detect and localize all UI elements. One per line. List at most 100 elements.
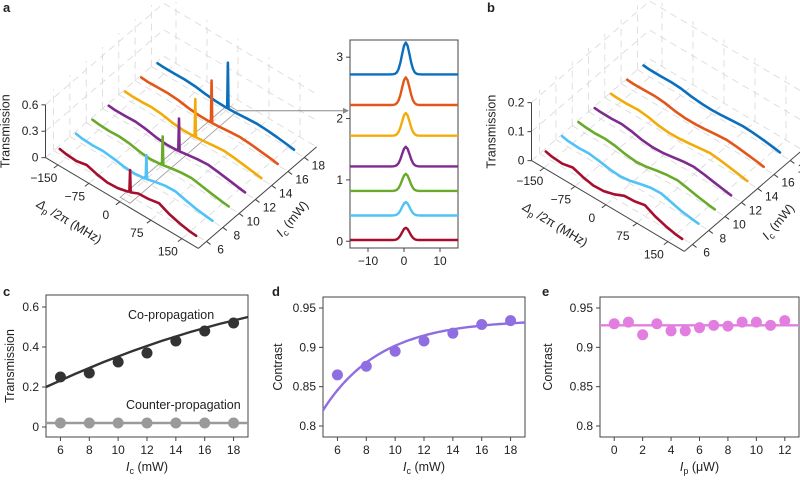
grid-line (539, 153, 693, 245)
ic-tick-label: 18 (312, 158, 326, 172)
axis-label-subscript: p (40, 206, 49, 217)
data-point (112, 356, 124, 368)
x-tick-label: 14 (446, 443, 460, 457)
grid-line (571, 125, 726, 217)
grid-line (45, 55, 317, 158)
axis-label-subscript: p (526, 209, 535, 220)
data-point (141, 417, 153, 429)
y-tick-label: 0.85 (293, 380, 317, 394)
data-point (199, 325, 211, 337)
tick-mark (790, 160, 795, 164)
panel-label: b (487, 0, 495, 15)
x-tick-label: 14 (169, 443, 183, 457)
tick-mark (146, 219, 152, 224)
ic-tick-label: 6 (703, 245, 710, 259)
data-point (447, 327, 459, 339)
panel-label: a (3, 0, 11, 15)
tick-mark (708, 230, 714, 234)
ic-tick-label: 18 (798, 161, 800, 175)
ic-tick-label: 14 (765, 189, 779, 203)
inset-curve (350, 226, 458, 242)
x-axis-label: Ic (mW) (403, 460, 445, 476)
inset-curve (350, 111, 458, 137)
grid-line (604, 97, 758, 189)
series-label: Co-propagation (128, 308, 214, 322)
y-tick-label: 0.95 (293, 301, 317, 315)
curve-ic-12 (107, 104, 247, 194)
t-tick-label: 0 (518, 154, 525, 168)
tick-mark (222, 227, 228, 231)
curve-ic-14 (609, 92, 749, 183)
y-tick-label: 1 (336, 173, 343, 187)
data-point (622, 316, 634, 328)
ic-tick-label: 14 (279, 186, 293, 200)
axis-label-symbol: I (403, 460, 407, 474)
ic-tick-label: 10 (732, 217, 746, 231)
curve-ic-6 (544, 150, 684, 241)
grid-line (531, 0, 800, 103)
x-tick-label: 6 (57, 443, 64, 457)
x-tick-label: 10 (750, 443, 764, 457)
grid-line (57, 63, 177, 166)
t-tick-label: 0.6 (22, 98, 39, 112)
data-point (708, 319, 720, 331)
t-tick-label: 0 (32, 151, 39, 165)
y-tick-label: 0.9 (576, 340, 593, 354)
x-tick-label: 10 (433, 254, 447, 268)
curve-ic-18 (642, 64, 782, 154)
panel-a (41, 1, 349, 249)
transmission-axis-label: Transmission (0, 94, 12, 168)
panel-e (596, 296, 800, 441)
x-tick-label: 16 (475, 443, 489, 457)
axis-label-rest: (mW) (279, 198, 312, 233)
grid-line (574, 84, 694, 187)
inset-curve (350, 172, 458, 193)
data-point (83, 417, 95, 429)
data-point (505, 315, 517, 327)
transmission-axis-label: Transmission (484, 95, 498, 169)
y-tick-label: 2 (336, 112, 343, 126)
detuning-axis (45, 157, 199, 249)
axis-label-rest: (μW) (688, 460, 719, 474)
plot-frame (322, 296, 526, 438)
data-point (665, 325, 677, 337)
fit-line (45, 315, 249, 389)
inset-curve (350, 76, 458, 107)
axis-label-subscript: c (129, 466, 134, 476)
y-tick-label: 0.8 (576, 419, 593, 433)
panel-a-inset (346, 39, 459, 252)
curve-ic-6 (58, 147, 198, 238)
y-tick-label: 0.2 (22, 380, 39, 394)
curve-ic-12 (593, 106, 733, 197)
curve-ic-8 (74, 132, 214, 223)
ic-axis-label: Ic (mW) (274, 198, 313, 240)
grid-line (151, 66, 305, 158)
plot-frame (349, 39, 459, 249)
ic-axis-label: Ic (mW) (760, 201, 799, 243)
tick-mark (570, 185, 576, 190)
x-tick-label: 0 (401, 254, 408, 268)
panel-label: d (272, 284, 280, 299)
arrow-head-icon (343, 107, 349, 114)
panel-c (42, 294, 249, 441)
x-tick-label: 12 (778, 443, 792, 457)
ic-tick-label: 16 (295, 172, 309, 186)
axis-label-rest: /2π (MHz) (46, 204, 105, 247)
tick-mark (287, 171, 293, 175)
x-tick-label: 6 (696, 443, 703, 457)
panel-label: c (3, 284, 10, 299)
grid-line (118, 94, 272, 186)
data-point (779, 315, 791, 327)
x-tick-label: 8 (86, 443, 93, 457)
grid-line (531, 29, 800, 132)
axis-label-subscript: c (280, 228, 291, 238)
ic-tick-label: 12 (263, 200, 277, 214)
data-point (476, 319, 488, 331)
grid-line (555, 139, 710, 231)
data-point (54, 371, 66, 383)
data-point (679, 325, 691, 337)
grid-line (88, 81, 208, 184)
delta-tick-label: −75 (65, 189, 86, 203)
data-point (199, 417, 211, 429)
grid-line (53, 150, 207, 242)
